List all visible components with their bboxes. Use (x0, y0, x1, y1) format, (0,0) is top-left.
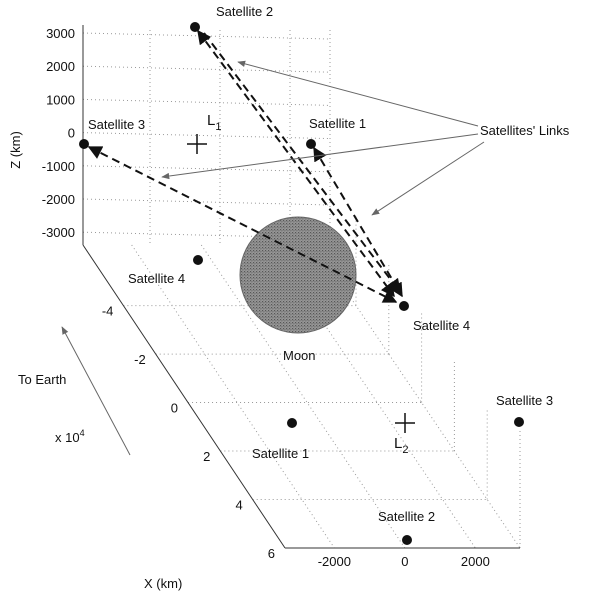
satellite-label: Satellite 1 (309, 116, 366, 131)
z-tick-label: -3000 (42, 225, 75, 240)
links-label: Satellites' Links (480, 123, 570, 138)
lagrange-letter: L (394, 435, 402, 452)
grid-line (83, 199, 330, 205)
moon-label: Moon (283, 348, 316, 363)
satellite (402, 535, 412, 545)
moon (240, 217, 356, 333)
satellite (287, 418, 297, 428)
z-tick-label: -2000 (42, 192, 75, 207)
x-scale-exp: 4 (80, 428, 85, 438)
satellite (79, 139, 89, 149)
lagrange-marker (395, 413, 415, 433)
satellite-label: Satellite 3 (88, 117, 145, 132)
z-axis-title: Z (km) (8, 131, 23, 169)
satellite-label: Satellite 3 (496, 393, 553, 408)
lagrange-label: L2 (394, 435, 408, 456)
annotation-arrow (372, 142, 484, 215)
x-tick-label: -4 (102, 304, 114, 319)
z-tick-label: 2000 (46, 59, 75, 74)
x-scale-base: x 10 (55, 430, 80, 445)
grid-line (83, 66, 330, 72)
z-tick-label: 3000 (46, 26, 75, 41)
z-tick-label: -1000 (42, 159, 75, 174)
annotation-arrow (162, 134, 478, 177)
satellite (514, 417, 524, 427)
x-axis-title: X (km) (144, 576, 182, 591)
x-tick-label: 4 (235, 498, 242, 513)
x-tick-label: -2 (134, 352, 146, 367)
satellite-label: Satellite 1 (252, 446, 309, 461)
lagrange-letter: L (207, 112, 215, 129)
satellite (306, 139, 316, 149)
x-tick-label: 6 (268, 546, 275, 561)
grid-line (83, 99, 330, 105)
satellite-label: Satellite 4 (413, 318, 470, 333)
z-tick-label: 1000 (46, 92, 75, 107)
lagrange-sub: 2 (402, 444, 408, 456)
earth-label: To Earth (18, 372, 66, 387)
satellite-label: Satellite 4 (128, 271, 185, 286)
satellite (193, 255, 203, 265)
lagrange-sub: 1 (215, 121, 221, 133)
satellite-label: Satellite 2 (378, 509, 435, 524)
satellite (190, 22, 200, 32)
x-tick-label: 2 (203, 449, 210, 464)
y-tick-label: -2000 (318, 554, 351, 569)
x-scale: x 104 (55, 428, 85, 445)
lagrange-label: L1 (207, 112, 221, 133)
grid-line (83, 133, 330, 139)
figure: Satellite 2 Satellite 1 Satellite 3 Sate… (0, 0, 605, 596)
satellite-label: Satellite 2 (216, 4, 273, 19)
y-tick-label: 2000 (461, 554, 490, 569)
z-tick-label: 0 (68, 126, 75, 141)
y-tick-label: 0 (401, 554, 408, 569)
lagrange-marker (187, 134, 207, 154)
satellite (399, 301, 409, 311)
x-tick-label: 0 (171, 401, 178, 416)
